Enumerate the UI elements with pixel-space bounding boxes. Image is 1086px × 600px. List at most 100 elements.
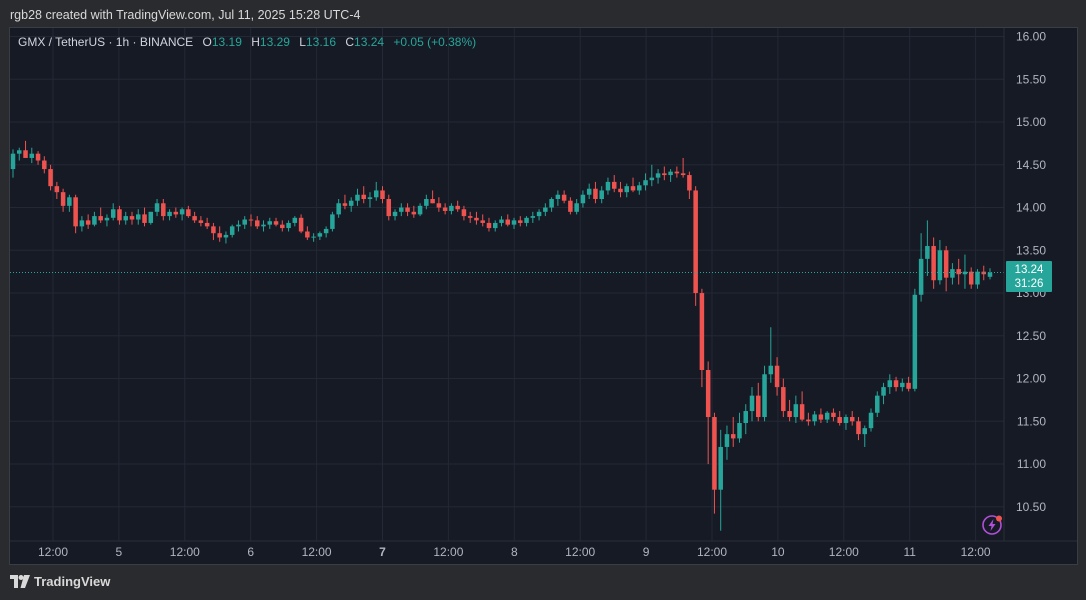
legend-symbol: GMX / TetherUS · 1h · BINANCE [18, 35, 194, 49]
candle-body [229, 226, 235, 235]
candle-body [881, 387, 886, 396]
candle-body [54, 186, 60, 193]
candles-layer [10, 140, 993, 531]
candle-body [987, 272, 993, 277]
candle-body [386, 199, 392, 217]
x-tick-label: 12:00 [697, 545, 727, 559]
candle-body [211, 226, 216, 234]
candle-body [286, 222, 291, 229]
candle-body [348, 200, 354, 206]
candle-body [461, 209, 467, 217]
candle-body [35, 153, 41, 161]
candle-body [117, 209, 122, 221]
candle-body [486, 222, 492, 229]
candle-body [10, 153, 16, 170]
chart-frame[interactable] [9, 27, 1078, 565]
x-tick-label: 9 [643, 545, 650, 559]
legend-change: +0.05 (+0.38%) [393, 35, 477, 49]
candle-body [705, 370, 711, 418]
candle-body [342, 203, 348, 206]
candle-body [29, 153, 35, 158]
candle-body [355, 194, 360, 201]
candle-body [730, 434, 736, 439]
candle-body [630, 186, 636, 191]
candle-body [79, 220, 85, 227]
y-tick-label: 15.00 [1016, 115, 1046, 129]
candle-body [505, 219, 511, 225]
grid-layer [10, 28, 1004, 541]
candle-body [154, 203, 160, 212]
last-price-badge: 13.24 31:26 [1006, 261, 1052, 292]
candle-body [42, 160, 47, 170]
y-tick-label: 11.50 [1017, 414, 1046, 428]
candle-body [186, 209, 191, 217]
candle-body [837, 417, 842, 424]
candle-body [142, 214, 147, 223]
candle-body [649, 177, 655, 181]
candle-body [687, 175, 692, 191]
candle-body [893, 380, 899, 388]
x-tick-label: 12:00 [170, 545, 200, 559]
candle-body [536, 211, 542, 217]
legend-close-value: 13.24 [354, 35, 385, 49]
candle-body [92, 216, 97, 225]
candle-body [787, 411, 792, 418]
candle-body [267, 221, 273, 225]
candle-body [123, 216, 128, 221]
legend-open-label: O [202, 35, 212, 49]
x-tick-label: 12:00 [38, 545, 68, 559]
candle-body [906, 382, 911, 389]
candle-body [430, 199, 435, 204]
candle-body [167, 211, 172, 217]
tradingview-brand: TradingView [34, 574, 111, 589]
candle-body [981, 271, 986, 275]
tradingview-logo[interactable]: TradingView [10, 574, 110, 589]
flash-icon[interactable] [981, 514, 1003, 536]
x-tick-label: 8 [511, 545, 518, 559]
candle-body [655, 173, 661, 178]
candle-body [781, 387, 786, 412]
candle-body [48, 169, 53, 187]
time-axis[interactable]: 12:00 5 12:00 6 12:00 7 12:00 8 12:00 9 12:00 10 12:… [38, 545, 991, 559]
x-tick-label: 12:00 [961, 545, 991, 559]
price-axis[interactable]: 16.0015.5015.0014.5014.0013.5013.0012.50… [1016, 30, 1046, 514]
y-tick-label: 16.00 [1016, 30, 1046, 44]
candle-body [768, 365, 774, 375]
candle-body [179, 209, 185, 215]
candle-body [336, 203, 341, 215]
y-tick-label: 10.50 [1016, 500, 1046, 514]
candle-body [975, 271, 980, 285]
candle-body [662, 173, 667, 176]
y-tick-label: 11.00 [1017, 457, 1046, 471]
candle-body [931, 246, 936, 281]
candle-body [693, 190, 698, 294]
candle-body [280, 224, 285, 229]
candle-body [756, 395, 761, 418]
candle-body [806, 419, 811, 422]
legend-low-value: 13.16 [305, 35, 336, 49]
y-tick-label: 15.50 [1016, 72, 1046, 86]
candle-body [417, 205, 423, 215]
candle-body [311, 236, 316, 238]
candle-body [148, 211, 154, 223]
candle-body [392, 211, 398, 217]
candle-body [574, 203, 579, 212]
x-tick-label: 5 [116, 545, 123, 559]
candle-body [549, 199, 554, 208]
candle-body [273, 221, 279, 225]
legend-low-label: L [299, 35, 306, 49]
y-tick-label: 13.50 [1016, 243, 1046, 257]
candle-body [555, 194, 561, 199]
candle-body [912, 294, 918, 389]
candle-body [737, 423, 742, 439]
candle-body [217, 233, 222, 238]
candle-body [411, 211, 417, 215]
legend-high-label: H [251, 35, 260, 49]
candle-body [323, 228, 329, 234]
bar-countdown: 31:26 [1014, 278, 1044, 290]
candle-body [380, 190, 385, 199]
candle-body [624, 186, 630, 193]
candle-body [875, 395, 880, 413]
candle-body [23, 150, 28, 158]
